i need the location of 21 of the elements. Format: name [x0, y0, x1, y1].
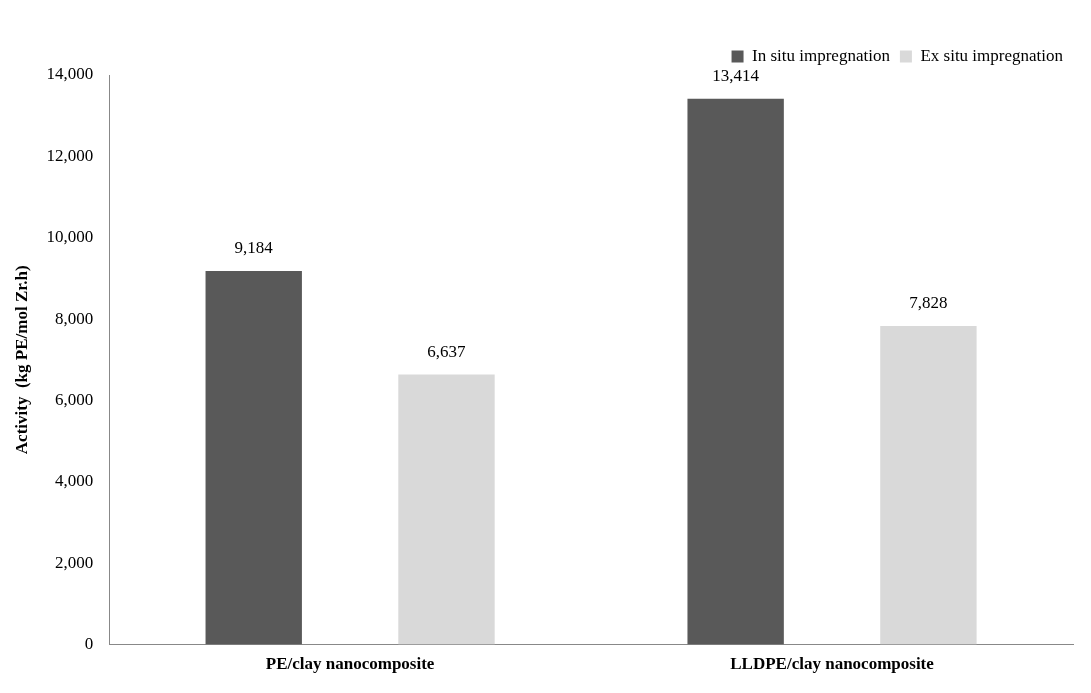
data-label: 6,637: [427, 341, 467, 361]
y-axis-title: Activity (kg PE/mol Zr.h): [11, 265, 31, 455]
y-tick-label: 8,000: [54, 308, 94, 328]
y-tick-label: 12,000: [46, 145, 94, 165]
x-tick-label: LLDPE/clay nanocomposite: [730, 654, 935, 674]
y-tick-label: 10,000: [46, 227, 94, 247]
bar: [687, 98, 784, 645]
y-tick-label: 14,000: [46, 64, 94, 84]
legend-label: Ex situ impregnation: [920, 45, 1064, 65]
bar: [880, 326, 977, 645]
bar: [398, 374, 495, 645]
y-tick-label: 6,000: [54, 389, 94, 409]
data-label: 7,828: [909, 293, 948, 313]
bar: [205, 270, 302, 645]
x-tick-label: PE/clay nanocomposite: [265, 654, 435, 674]
data-label: 13,414: [712, 65, 760, 85]
y-tick-label: 2,000: [54, 552, 94, 572]
legend-label: In situ impregnation: [752, 45, 891, 65]
y-tick-label: 4,000: [54, 471, 94, 491]
data-label: 9,184: [234, 237, 274, 257]
y-tick-label: 0: [84, 634, 94, 654]
